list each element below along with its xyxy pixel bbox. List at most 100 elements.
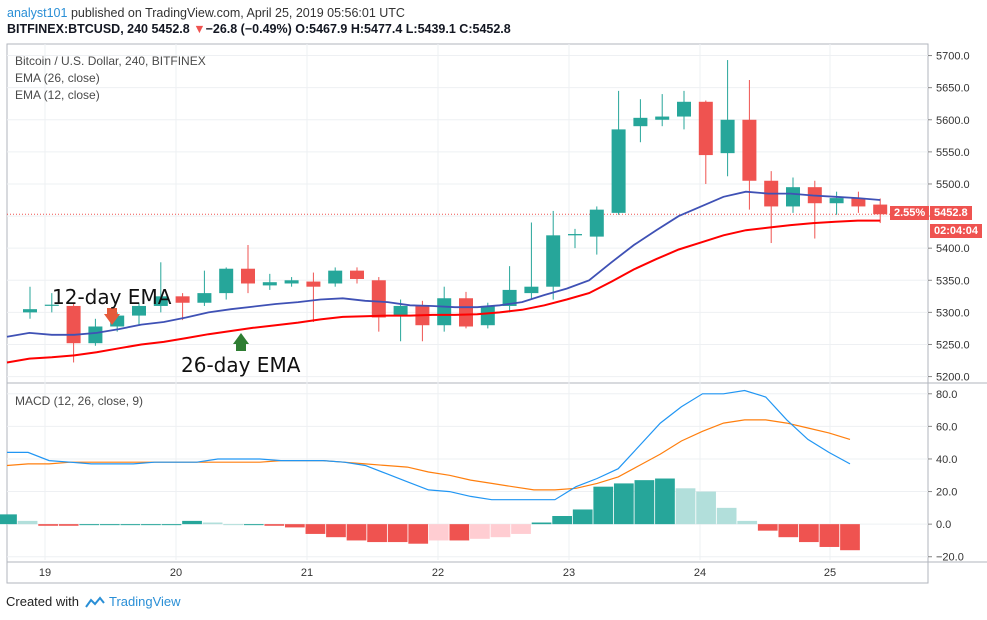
histogram-bar xyxy=(326,524,346,538)
y-tick-label: 5350.0 xyxy=(936,275,970,287)
histogram-bar xyxy=(387,524,408,543)
histogram-bar xyxy=(99,524,120,526)
histogram-bar xyxy=(243,524,264,526)
candle-body xyxy=(698,101,713,156)
histogram-bar xyxy=(223,524,244,526)
candle-body xyxy=(306,281,321,287)
histogram-bar xyxy=(408,524,429,544)
candle-body xyxy=(720,119,735,154)
candle-body xyxy=(546,235,561,287)
histogram-bar xyxy=(696,491,716,525)
histogram-bar xyxy=(840,524,860,551)
close-value: 5452.8 xyxy=(472,22,511,36)
candle-body xyxy=(480,305,495,326)
histogram-bar xyxy=(819,524,840,547)
y-tick-label: 5500.0 xyxy=(936,179,970,191)
candle-body xyxy=(88,326,103,344)
histogram-bar xyxy=(367,524,387,543)
histogram-bar xyxy=(58,524,79,526)
macd-y-tick-label: 80.0 xyxy=(936,389,957,401)
histogram-bar xyxy=(449,524,470,541)
candle-body xyxy=(502,289,517,306)
ema26-annotation: 26-day EMA xyxy=(181,353,301,377)
low-label: L: xyxy=(405,22,418,36)
histogram-bar xyxy=(613,483,634,525)
author-link[interactable]: analyst101 xyxy=(7,6,68,20)
down-arrow-icon: ▼ xyxy=(193,22,206,36)
candle-body xyxy=(23,309,37,313)
candlesticks xyxy=(23,60,888,363)
footer: Created with TradingView xyxy=(6,594,181,609)
histogram-bar xyxy=(757,524,778,531)
candle-body xyxy=(44,304,59,306)
x-tick-label: 23 xyxy=(563,567,575,579)
macd-y-tick-label: 0.0 xyxy=(936,519,951,531)
y-tick-label: 5200.0 xyxy=(936,372,970,384)
candle-body xyxy=(262,282,277,286)
histogram-bar xyxy=(634,480,655,525)
histogram-bar xyxy=(675,488,696,525)
histogram-bar xyxy=(531,522,552,525)
histogram-bar xyxy=(572,509,593,525)
histogram-bar xyxy=(284,524,305,528)
legend-ema26: EMA (26, close) xyxy=(15,71,100,85)
histogram-bar xyxy=(182,520,202,525)
chart-frame xyxy=(6,43,929,584)
candle-body xyxy=(328,270,343,284)
histogram-bar xyxy=(79,524,100,526)
candle-body xyxy=(786,187,800,207)
x-tick-label: 22 xyxy=(432,567,444,579)
x-tick-label: 19 xyxy=(39,567,51,579)
macd-line xyxy=(7,389,851,501)
macd-histogram xyxy=(0,478,860,551)
histogram-bar xyxy=(0,514,17,525)
histogram-bar xyxy=(470,524,490,539)
candle-body xyxy=(459,298,473,327)
histogram-bar xyxy=(428,524,449,541)
countdown-tag: 02:04:04 xyxy=(930,224,983,238)
candle-body xyxy=(284,280,299,284)
last-price: 5452.8 xyxy=(151,22,190,36)
high-label: H: xyxy=(350,22,365,36)
histogram-bar xyxy=(161,524,182,526)
histogram-bar xyxy=(778,524,799,538)
ema12-annotation: 12-day EMA xyxy=(52,285,172,309)
y-tick-label: 5300.0 xyxy=(936,307,970,319)
chart-title: Bitcoin / U.S. Dollar, 240, BITFINEX xyxy=(15,54,206,68)
symbol-label: BITFINEX:BTCUSD, 240 xyxy=(7,22,148,36)
close-label: C: xyxy=(459,22,473,36)
y-tick-label: 5400.0 xyxy=(936,243,970,255)
candle-body xyxy=(350,270,364,279)
symbol-bar: BITFINEX:BTCUSD, 240 5452.8 ▼−26.8 (−0.4… xyxy=(7,22,511,36)
histogram-bar xyxy=(120,524,141,526)
indicator-lines xyxy=(6,190,881,501)
histogram-bar xyxy=(17,520,38,525)
high-value: 5477.4 xyxy=(364,22,403,36)
candle-body xyxy=(742,119,757,181)
candle-body xyxy=(589,209,604,237)
candle-body xyxy=(633,117,648,127)
candle-body xyxy=(241,268,255,284)
axes: 19 20 21 22 23 24 25 5200.0 5250.0 5300.0 5350.0 54… xyxy=(39,51,970,579)
open-label: O: xyxy=(295,22,310,36)
macd-y-tick-label: −20.0 xyxy=(936,552,964,564)
tradingview-cloud-icon xyxy=(85,595,105,608)
candle-body xyxy=(110,315,125,327)
up-arrow-marker-stem xyxy=(236,344,246,351)
candle-body xyxy=(873,204,888,215)
down-arrow-marker xyxy=(104,314,120,325)
y-tick-label: 5650.0 xyxy=(936,83,970,95)
histogram-bar xyxy=(655,478,675,525)
x-tick-label: 21 xyxy=(301,567,313,579)
created-with-label: Created with xyxy=(6,594,79,609)
histogram-bar xyxy=(346,524,367,541)
histogram-bar xyxy=(593,486,614,525)
histogram-bar xyxy=(716,507,737,525)
macd-y-tick-label: 20.0 xyxy=(936,487,957,499)
publish-info: analyst101 published on TradingView.com,… xyxy=(7,6,405,20)
signal-line xyxy=(6,419,851,491)
histogram-bar xyxy=(799,524,819,543)
tradingview-link[interactable]: TradingView xyxy=(108,594,181,609)
candle-body xyxy=(175,296,190,303)
